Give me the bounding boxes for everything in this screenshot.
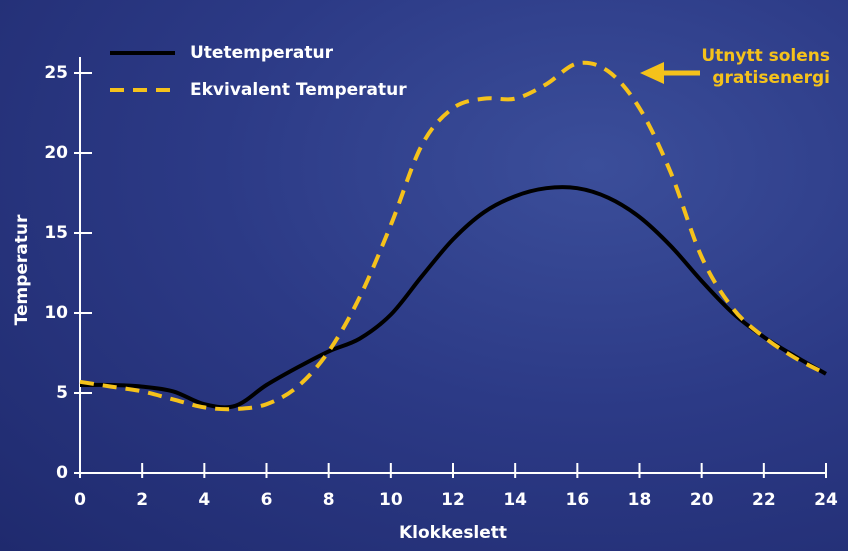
chart: Klokkeslett Temperatur 05101520250246810…	[0, 0, 848, 551]
x-tick-label: 10	[379, 490, 403, 510]
x-tick-label: 24	[814, 490, 838, 510]
annotation: Utnytt solens	[701, 46, 830, 66]
x-tick-label: 8	[323, 490, 335, 510]
x-axis-label: Klokkeslett	[399, 523, 507, 543]
x-tick-label: 2	[136, 490, 148, 510]
x-tick-label: 22	[752, 490, 776, 510]
legend-label: Utetemperatur	[190, 43, 334, 63]
y-tick-label: 5	[56, 383, 68, 403]
y-tick-label: 25	[44, 63, 68, 83]
y-tick-label: 20	[44, 143, 68, 163]
x-tick-label: 6	[261, 490, 273, 510]
y-axis-label: Temperatur	[12, 214, 32, 325]
series-line	[80, 187, 826, 407]
x-tick-label: 16	[565, 490, 589, 510]
x-tick-label: 18	[628, 490, 652, 510]
y-tick-label: 10	[44, 303, 68, 323]
y-tick-label: 15	[44, 223, 68, 243]
chart-background: Klokkeslett Temperatur 05101520250246810…	[0, 0, 848, 551]
series-line	[80, 63, 826, 410]
x-tick-label: 4	[198, 490, 210, 510]
legend-label: Ekvivalent Temperatur	[190, 80, 407, 100]
annotation-arrow-head	[640, 62, 664, 84]
x-tick-label: 20	[690, 490, 714, 510]
x-tick-label: 12	[441, 490, 465, 510]
x-tick-label: 0	[74, 490, 86, 510]
x-tick-label: 14	[503, 490, 527, 510]
annotation: gratisenergi	[712, 68, 830, 88]
y-tick-label: 0	[56, 463, 68, 483]
